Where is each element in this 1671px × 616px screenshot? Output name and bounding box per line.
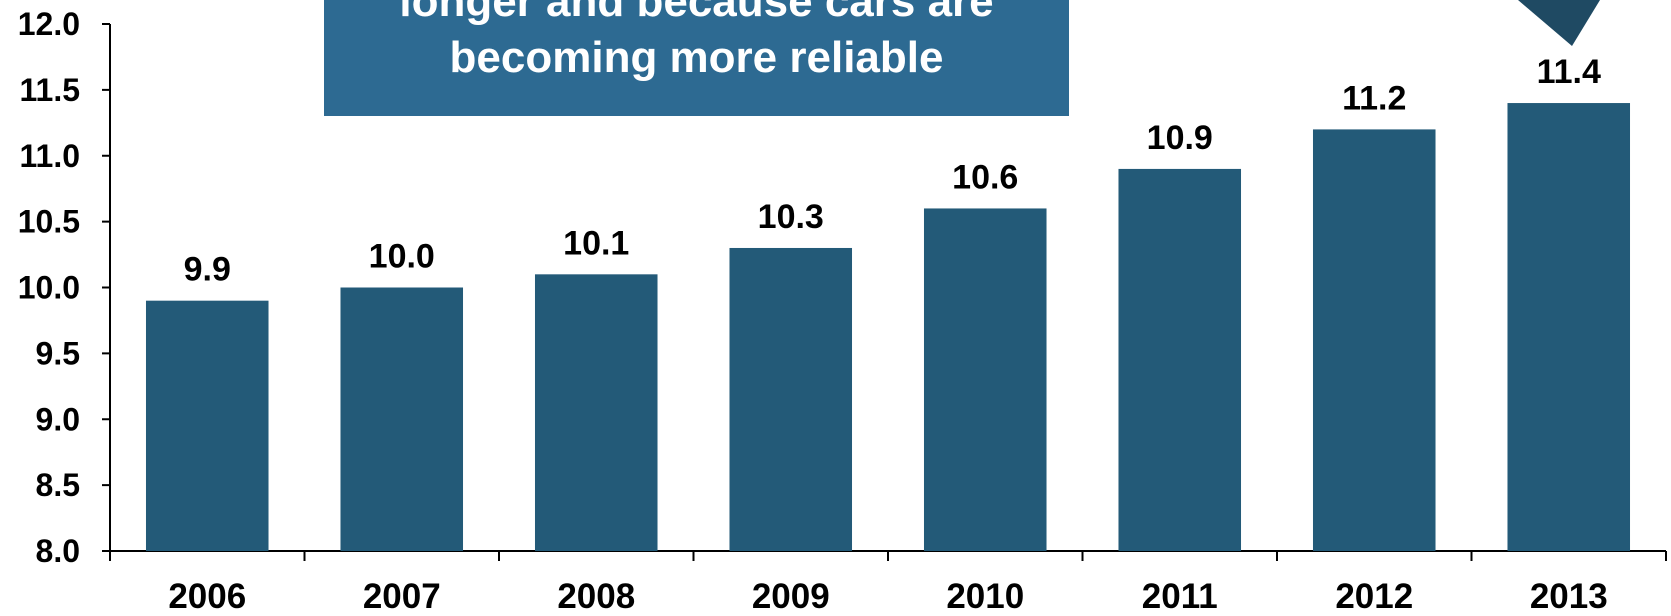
data-labels: 9.9 10.0 10.1 10.3 10.6 10.9 11.2 11.4 (184, 53, 1601, 289)
bar-2006 (145, 300, 269, 551)
bar-2011 (1118, 168, 1242, 552)
y-tick-label: 12.0 (18, 6, 80, 42)
data-label-2011: 10.9 (1147, 119, 1213, 157)
x-tick-label-2011: 2011 (1142, 577, 1218, 616)
x-axis-tick-labels: 2006 2007 2008 2009 2010 2011 2012 2013 (168, 577, 1607, 616)
y-axis-tick-labels: 8.0 8.5 9.0 9.5 10.0 10.5 11.0 11.5 12.0 (18, 6, 80, 569)
bars (145, 103, 1631, 552)
x-tick-label-2006: 2006 (168, 577, 246, 616)
callout-arrow-shape (1518, 0, 1600, 46)
x-tick-label-2007: 2007 (363, 577, 441, 616)
y-tick-label: 8.0 (36, 533, 80, 569)
data-label-2009: 10.3 (758, 198, 824, 236)
data-label-2012: 11.2 (1342, 79, 1406, 117)
y-tick-label: 11.0 (19, 138, 80, 174)
bar-2012 (1312, 129, 1436, 551)
callout-line-2: becoming more reliable (449, 33, 944, 82)
callout-line-1: longer and because cars are (399, 0, 994, 26)
y-tick-label: 8.5 (36, 467, 80, 503)
callout-arrow (1518, 0, 1600, 46)
data-label-2006: 9.9 (184, 251, 231, 289)
data-label-2013: 11.4 (1537, 53, 1601, 91)
y-tick-label: 11.5 (19, 72, 80, 108)
bar-2007 (340, 287, 464, 551)
y-tick-label: 10.5 (18, 204, 80, 240)
data-label-2007: 10.0 (369, 238, 435, 276)
y-tick-label: 9.5 (36, 335, 80, 371)
x-tick-label-2008: 2008 (557, 577, 635, 616)
x-tick-label-2012: 2012 (1335, 577, 1413, 616)
bar-2013 (1507, 103, 1631, 552)
x-tick-label-2010: 2010 (946, 577, 1024, 616)
bar-2009 (729, 247, 853, 551)
bar-2010 (923, 208, 1047, 551)
x-tick-label-2009: 2009 (752, 577, 830, 616)
data-label-2008: 10.1 (563, 224, 629, 262)
data-label-2010: 10.6 (952, 158, 1018, 196)
bar-2008 (534, 274, 658, 551)
y-tick-label: 9.0 (36, 401, 80, 437)
annotation-callout: longer and because cars are becoming mor… (324, 0, 1069, 116)
x-tick-label-2013: 2013 (1530, 577, 1608, 616)
y-tick-label: 10.0 (18, 270, 80, 306)
